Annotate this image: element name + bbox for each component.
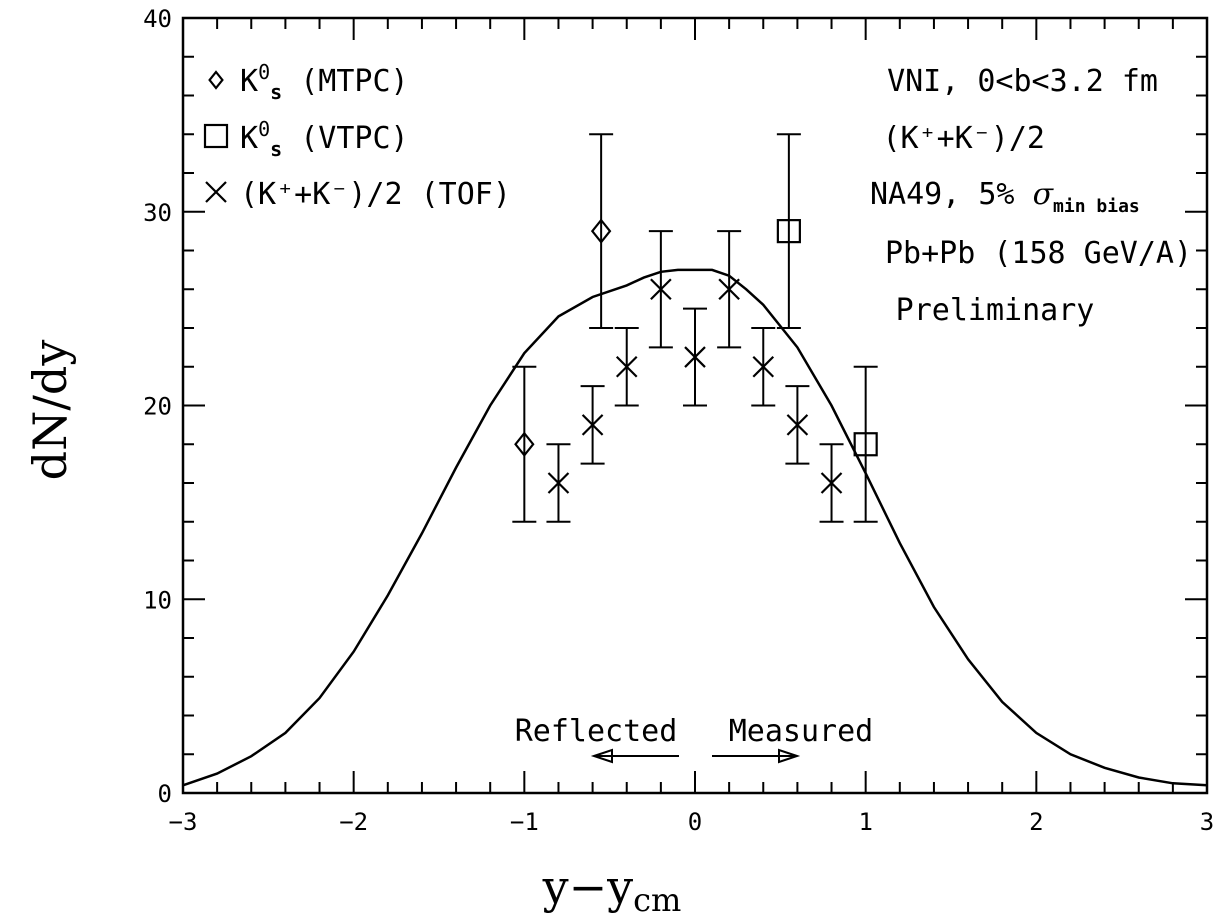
cross-point [786,414,809,436]
data-point [546,443,571,523]
diamond-point [590,218,612,244]
data-point [580,385,605,465]
diamond-marker [590,218,612,244]
y-tick-label: 40 [143,5,172,33]
legend-square-icon [203,123,229,149]
data-point [776,133,801,329]
cross-point [650,278,672,301]
data-point [512,365,537,523]
cross-point [547,472,570,494]
legend-item-vtpc: K0s (VTPC) [203,117,409,161]
x-tick-label: −3 [169,808,198,836]
legend-marker-diamond [208,70,224,90]
x-tick-label: −1 [510,808,539,836]
status-label: Preliminary [896,293,1095,328]
legend-label-tof: (K⁺+K⁻)/2 (TOF) [240,177,511,212]
y-tick-label: 30 [143,199,172,227]
data-point [648,230,673,349]
cross-marker [684,346,706,368]
cross-marker [786,414,809,436]
data-point [819,443,844,523]
x-tick-label: −2 [339,808,368,836]
model-label: VNI, 0<b<3.2 fm [887,64,1158,99]
y-tick-label: 0 [158,780,172,808]
model-curve [182,268,1208,787]
cross-point [684,346,706,368]
legend: K0s (MTPC) K0s (VTPC) (K⁺+K⁻)/2 (TOF) [203,60,511,212]
model-species-label: (K⁺+K⁻)/2 [882,121,1045,156]
cross-point [581,414,604,436]
data-point [683,307,707,407]
y-axis-title: dN/dy [23,340,77,481]
legend-item-mtpc: K0s (MTPC) [208,60,409,104]
cross-point [752,355,775,378]
data-point [589,133,614,329]
x-axis-title: y−ycm [542,860,682,919]
square-marker [203,123,229,149]
reflected-label: Reflected [515,714,678,749]
vni-curve [182,268,1208,787]
cross-marker [205,181,227,203]
cross-marker [718,278,740,301]
x-tick-label: 1 [858,808,872,836]
system-label: Pb+Pb (158 GeV/A) [885,236,1192,271]
legend-marker-square [203,123,229,149]
diamond-point [514,431,535,458]
diamond-marker [208,70,224,90]
legend-diamond-icon [208,70,224,90]
cross-marker [547,472,570,494]
data-point [853,365,878,523]
y-tick-label: 10 [143,586,172,614]
legend-item-tof: (K⁺+K⁻)/2 (TOF) [205,177,511,212]
cross-marker [581,414,604,436]
legend-label-vtpc: K0s (VTPC) [240,117,409,161]
data-point [717,230,742,349]
cross-marker [615,355,638,378]
experiment-label: NA49, 5% σmin bias [870,177,1140,217]
square-point [853,432,878,457]
y-tick-label: 20 [143,393,172,421]
cross-marker [650,278,672,301]
square-point [776,219,801,244]
reflected-arrow [590,748,679,764]
legend-marker-cross [205,181,227,203]
data-points [512,133,878,523]
square-marker [853,432,878,457]
cross-point [615,355,638,378]
cross-point [820,472,843,494]
cross-point [718,278,740,301]
diamond-marker [514,431,535,458]
data-point [785,385,810,465]
legend-label-mtpc: K0s (MTPC) [240,60,409,104]
cross-marker [752,355,775,378]
legend-cross-icon [205,181,227,203]
x-tick-label: 2 [1029,808,1043,836]
data-point [751,327,776,407]
x-tick-label: 3 [1200,808,1214,836]
square-marker [776,219,801,244]
cross-marker [820,472,843,494]
measured-label: Measured [729,714,874,749]
x-tick-label: 0 [688,808,702,836]
measured-arrow [712,748,801,764]
data-point [614,327,639,407]
